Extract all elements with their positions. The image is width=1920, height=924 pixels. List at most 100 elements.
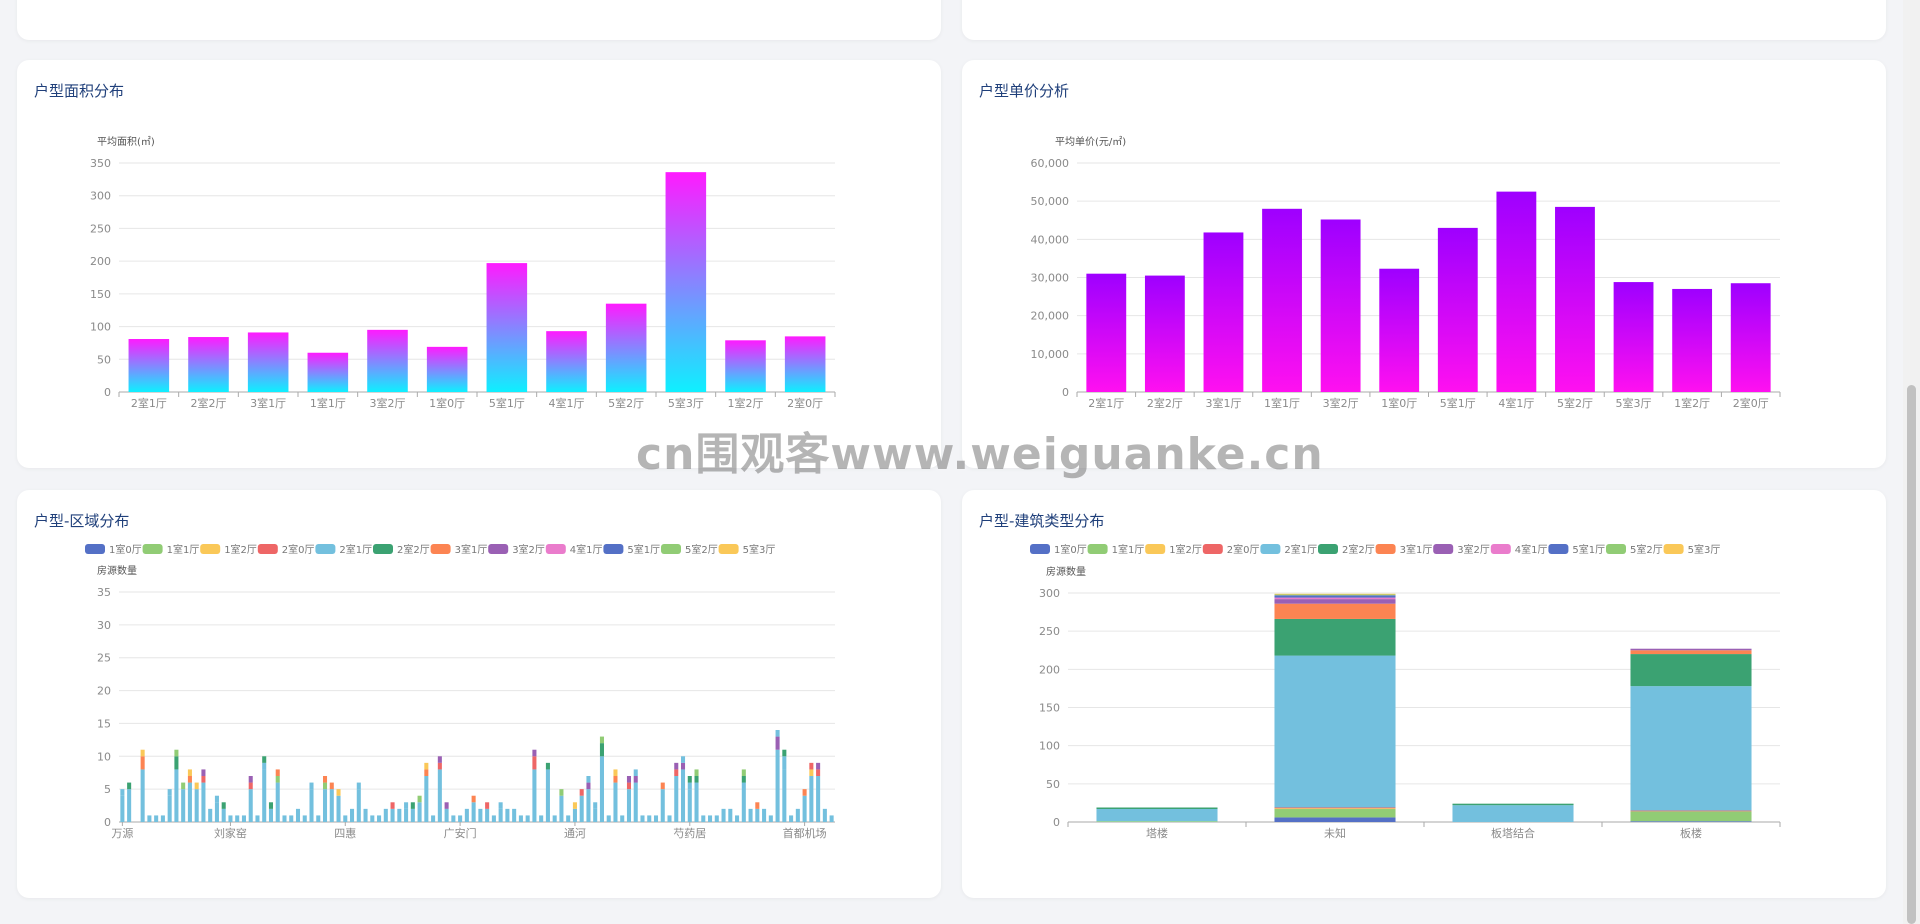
district-bar-segment — [187, 782, 192, 822]
district-bar-segment — [518, 815, 523, 822]
price-xtick-label: 1室2厅 — [1674, 396, 1710, 410]
district-bar-segment — [417, 795, 422, 803]
area-ytick-label: 200 — [90, 255, 111, 268]
price-bar — [1613, 282, 1654, 392]
district-bar-segment — [694, 776, 699, 783]
district-bar-segment — [498, 802, 503, 809]
building-legend-swatch — [1145, 544, 1166, 554]
district-bar-segment — [268, 808, 274, 822]
district-bar-segment — [322, 776, 328, 783]
district-bar-segment — [579, 789, 584, 796]
district-ytick-label: 10 — [97, 750, 111, 763]
area-xtick-label: 2室0厅 — [787, 396, 823, 410]
district-bar-segment — [187, 769, 192, 776]
building-bar-segment — [1096, 809, 1218, 822]
area-bar — [367, 329, 408, 392]
building-bar-segment — [1274, 595, 1396, 598]
district-bar-segment — [167, 789, 172, 796]
district-bar-segment — [174, 769, 179, 822]
area-xtick-label: 3室2厅 — [370, 396, 406, 410]
district-bar-segment — [660, 782, 665, 790]
district-xtick-label: 通河 — [564, 827, 586, 840]
district-bar-segment — [512, 808, 517, 822]
district-bar-segment — [674, 769, 679, 776]
district-bar-segment — [120, 789, 125, 796]
price-bar — [1262, 208, 1302, 392]
district-bar-segment — [377, 815, 382, 822]
district-bar-segment — [491, 815, 496, 822]
district-bar-segment — [424, 776, 429, 822]
district-bar-segment — [809, 776, 814, 822]
district-bar-segment — [383, 808, 388, 822]
building-bar-segment — [1630, 810, 1752, 812]
district-bar-segment — [181, 789, 186, 822]
district-legend-label: 2室0厅 — [282, 543, 315, 556]
building-xtick-label: 板楼 — [1680, 826, 1702, 840]
district-legend-swatch — [488, 544, 509, 554]
area-xtick-label: 2室1厅 — [131, 396, 167, 410]
price-xtick-label: 5室2厅 — [1557, 396, 1593, 410]
district-bar-segment — [687, 782, 692, 790]
district-bar-segment — [532, 756, 537, 770]
area-chart-card: 户型面积分布 0 50 100 150 200 250 300 350 平均面积(㎡) 2室1厅 2… — [17, 60, 941, 468]
district-bar-segment — [809, 762, 814, 770]
district-bar-segment — [674, 776, 679, 822]
district-bar-segment — [566, 815, 571, 822]
scrollbar-thumb[interactable] — [1907, 385, 1916, 924]
district-bar-segment — [633, 782, 638, 822]
page-scrollbar[interactable] — [1903, 0, 1920, 924]
area-bar — [725, 340, 766, 392]
district-bar-segment — [498, 808, 503, 822]
district-bar-segment — [390, 808, 395, 822]
area-xtick-label: 1室2厅 — [728, 396, 764, 410]
building-ytick-label: 200 — [1039, 663, 1060, 676]
district-bar-segment — [410, 802, 415, 809]
area-ytick-label: 0 — [104, 386, 111, 399]
district-legend-label: 3室2厅 — [512, 543, 545, 556]
district-bar-segment — [390, 802, 395, 809]
watermark: cn围观客www.weiguanke.cn — [636, 429, 1324, 480]
district-bar-segment — [309, 782, 314, 790]
area-ytick-label: 300 — [90, 190, 111, 203]
district-bar-segment — [282, 815, 287, 822]
district-legend-label: 1室2厅 — [224, 543, 257, 556]
building-legend-label: 4室1厅 — [1515, 543, 1548, 556]
building-bar-segment — [1274, 593, 1396, 595]
district-bar-segment — [140, 756, 145, 770]
district-bar-segment — [762, 808, 767, 822]
district-bar-segment — [194, 782, 199, 790]
district-bar-segment — [174, 756, 179, 770]
district-bar-segment — [586, 789, 591, 822]
building-bar-segment — [1274, 807, 1396, 809]
district-legend-swatch — [718, 544, 739, 554]
district-chart-card: 户型-区域分布 1室0厅 1室1厅 1室2厅 2室0厅 2室1厅 2室2厅 3室1厅 3室2厅… — [17, 490, 941, 898]
district-bar-segment — [370, 815, 375, 822]
district-bar-segment — [248, 789, 253, 822]
building-legend-swatch — [1087, 544, 1108, 554]
area-xtick-label: 5室1厅 — [489, 396, 525, 410]
district-bar-segment — [127, 782, 132, 790]
district-bar-segment — [478, 808, 483, 822]
building-legend-label: 3室2厅 — [1457, 543, 1490, 556]
building-bar-segment — [1630, 686, 1752, 811]
price-bar — [1496, 191, 1537, 392]
area-ylabel: 平均面积(㎡) — [97, 136, 155, 148]
district-ytick-label: 30 — [97, 619, 111, 632]
district-bar-segment — [701, 815, 706, 822]
district-bar-segment — [579, 795, 584, 822]
building-bar-segment — [1630, 650, 1752, 655]
district-bar-segment — [424, 762, 429, 770]
district-bar-segment — [295, 808, 301, 822]
district-bar-segment — [255, 815, 260, 822]
building-legend-swatch — [1606, 544, 1626, 554]
district-bar-segment — [471, 802, 476, 822]
district-bar-segment — [599, 743, 604, 757]
district-bar-segment — [714, 815, 719, 822]
price-xtick-label: 3室2厅 — [1323, 396, 1359, 410]
district-bar-segment — [431, 815, 436, 822]
building-chart: 1室0厅 1室1厅 1室2厅 2室0厅 2室1厅 2室2厅 3室1厅 3室2厅 4室1厅 5室1厅… — [1030, 543, 1781, 840]
area-bar — [486, 263, 528, 392]
district-bar-segment — [599, 756, 604, 822]
district-chart: 1室0厅 1室1厅 1室2厅 2室0厅 2室1厅 2室2厅 3室1厅 3室2厅 4室1厅 5室1厅… — [85, 543, 835, 840]
district-bar-segment — [748, 808, 753, 822]
